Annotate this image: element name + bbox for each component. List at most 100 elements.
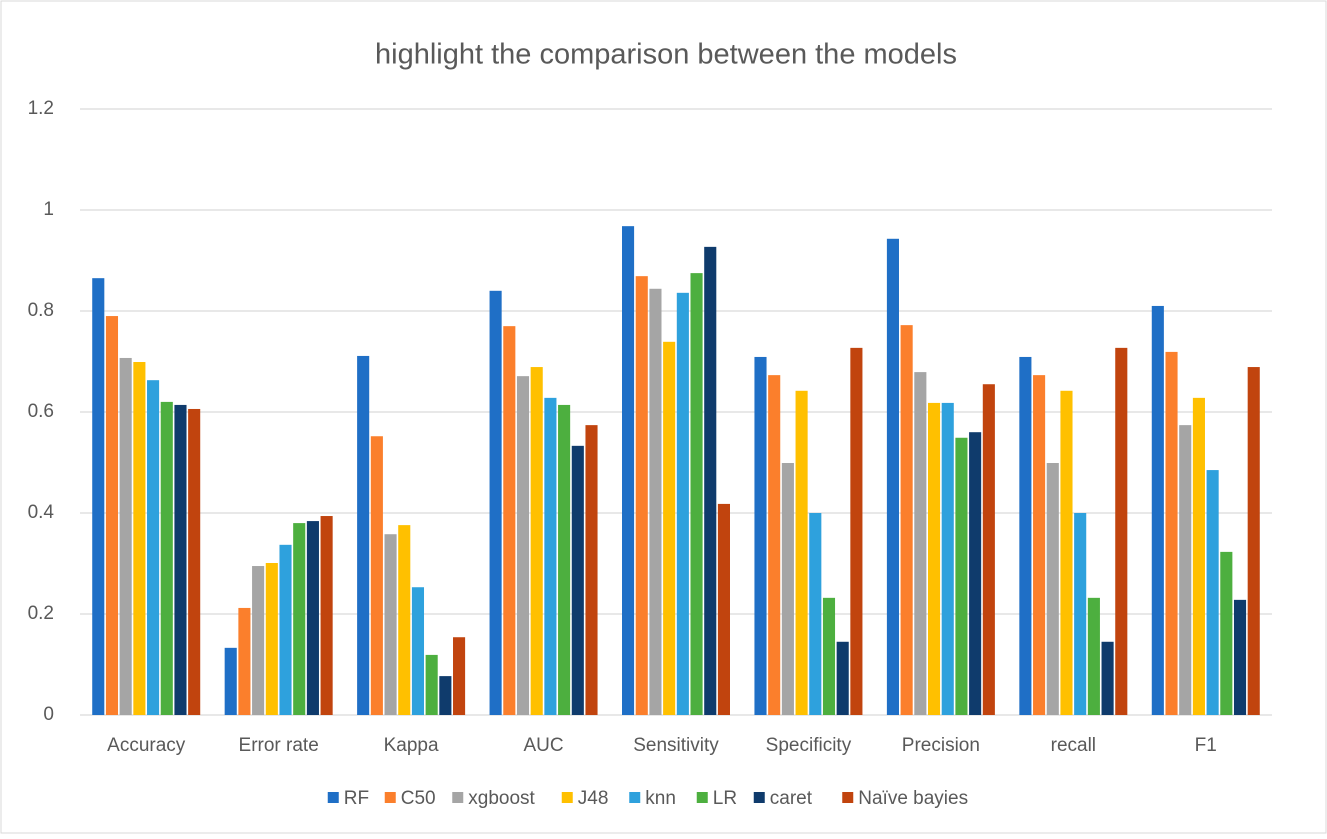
bar xyxy=(224,647,237,715)
bar xyxy=(704,246,717,716)
bar xyxy=(571,445,584,715)
x-tick-label: Error rate xyxy=(239,735,319,756)
bar xyxy=(795,390,808,715)
bar xyxy=(147,380,160,715)
bar xyxy=(439,676,452,715)
x-tick-label: Sensitivity xyxy=(633,735,719,756)
bar xyxy=(516,376,530,715)
bar xyxy=(265,562,278,715)
y-tick-label: 1 xyxy=(43,199,54,220)
bar xyxy=(119,357,132,715)
x-tick-label: Kappa xyxy=(384,735,439,756)
bar xyxy=(663,341,676,715)
bar xyxy=(781,463,794,715)
bar xyxy=(1179,425,1192,715)
bar xyxy=(1247,367,1260,715)
bar xyxy=(425,654,438,715)
bar xyxy=(1165,351,1178,715)
bar xyxy=(676,292,689,715)
bar xyxy=(188,408,201,715)
bar xyxy=(558,404,571,715)
bar xyxy=(1192,397,1205,715)
bar xyxy=(768,375,781,715)
x-tick-label: F1 xyxy=(1195,735,1217,756)
y-tick-label: 1.2 xyxy=(28,98,54,119)
bar xyxy=(850,347,863,715)
bar xyxy=(622,226,635,715)
bar xyxy=(1220,551,1233,715)
bar xyxy=(1101,641,1114,715)
bar xyxy=(279,544,292,715)
bar xyxy=(133,362,146,715)
legend-label: C50 xyxy=(401,788,436,809)
legend-swatch xyxy=(384,792,396,803)
bar xyxy=(105,316,119,715)
bar xyxy=(453,637,466,715)
bar xyxy=(503,326,516,715)
bar xyxy=(754,356,767,715)
bar xyxy=(717,503,730,715)
bar xyxy=(927,402,941,715)
y-tick-label: 0 xyxy=(43,704,54,725)
legend-label: caret xyxy=(770,788,813,809)
bar xyxy=(1151,305,1164,715)
legend-label: xgboost xyxy=(468,788,535,809)
legend-swatch xyxy=(753,792,765,803)
legend-swatch xyxy=(561,792,573,803)
bar xyxy=(92,278,105,715)
bar xyxy=(1115,347,1128,715)
legend-label: J48 xyxy=(578,788,609,809)
x-tick-label: recall xyxy=(1051,735,1096,756)
x-tick-label: AUC xyxy=(523,735,563,756)
bar xyxy=(836,641,849,715)
bar xyxy=(411,587,425,715)
bar xyxy=(320,516,333,715)
bar xyxy=(398,525,411,715)
legend-label: LR xyxy=(713,788,737,809)
y-tick-label: 0.2 xyxy=(28,603,54,624)
y-tick-label: 0.6 xyxy=(28,401,54,422)
bar xyxy=(585,425,598,715)
bar xyxy=(690,273,703,715)
x-tick-label: Precision xyxy=(902,735,980,756)
legend-label: RF xyxy=(344,788,369,809)
bar xyxy=(649,288,662,715)
bar xyxy=(635,276,648,715)
bar xyxy=(160,401,173,715)
y-tick-label: 0.4 xyxy=(28,502,55,523)
bar xyxy=(530,367,543,715)
x-tick-label: Specificity xyxy=(766,735,852,756)
bar xyxy=(370,436,383,715)
bar xyxy=(252,566,265,715)
bar xyxy=(1060,390,1073,715)
bar xyxy=(1206,470,1219,715)
bar xyxy=(1233,599,1247,715)
bar xyxy=(174,404,187,715)
bar xyxy=(293,523,306,715)
bar xyxy=(1019,356,1032,715)
bar xyxy=(357,355,370,715)
chart-title: highlight the comparison between the mod… xyxy=(375,39,957,71)
bar xyxy=(238,607,251,715)
bar xyxy=(886,238,899,715)
bar xyxy=(306,521,319,715)
bar xyxy=(822,597,836,715)
bar xyxy=(1033,375,1046,715)
bar xyxy=(969,432,982,715)
y-tick-label: 0.8 xyxy=(28,300,54,321)
legend-swatch xyxy=(629,792,641,803)
legend-swatch xyxy=(327,792,339,803)
bar xyxy=(809,513,822,715)
bar xyxy=(914,372,927,715)
bar xyxy=(489,290,502,715)
x-tick-label: Accuracy xyxy=(107,735,186,756)
legend-label: Naïve bayies xyxy=(858,788,968,809)
bar xyxy=(955,437,968,715)
bar xyxy=(1046,463,1059,715)
bar xyxy=(544,397,557,715)
legend-swatch xyxy=(696,792,708,803)
bar xyxy=(384,534,397,715)
bar xyxy=(1087,597,1100,715)
legend-swatch xyxy=(452,792,464,803)
